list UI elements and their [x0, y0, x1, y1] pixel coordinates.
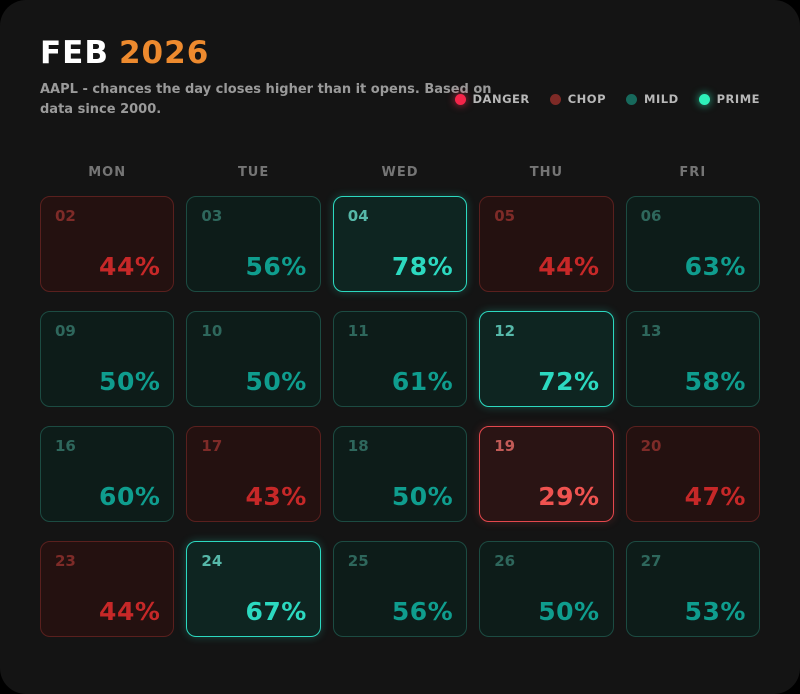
- day-number: 05: [494, 207, 516, 226]
- legend-label: CHOP: [567, 92, 607, 106]
- day-cell-10[interactable]: 10 50%: [186, 311, 321, 408]
- probability-value: 78%: [391, 252, 454, 282]
- day-cell-24[interactable]: 24 67%: [186, 541, 321, 638]
- legend-item-chop: CHOP: [549, 92, 607, 106]
- probability-value: 67%: [245, 597, 307, 627]
- probability-value: 58%: [684, 367, 746, 397]
- probability-value: 56%: [391, 597, 454, 627]
- day-number: 26: [494, 552, 516, 571]
- day-cell-20[interactable]: 20 47%: [625, 426, 760, 523]
- day-cell-23[interactable]: 23 44%: [40, 541, 175, 638]
- day-number: 24: [201, 552, 223, 571]
- legend: DANGER CHOP MILD PRIME: [454, 92, 761, 106]
- day-number: 13: [640, 322, 662, 341]
- probability-value: 63%: [684, 252, 746, 282]
- day-cell-18[interactable]: 18 50%: [332, 426, 468, 523]
- weekday-header: MON TUE WED THU FRI: [40, 165, 760, 180]
- day-number: 03: [201, 207, 223, 226]
- prime-dot-icon: [698, 93, 710, 105]
- day-number: 20: [640, 437, 662, 456]
- mild-dot-icon: [626, 93, 638, 105]
- danger-dot-icon: [454, 93, 466, 105]
- probability-value: 47%: [684, 482, 746, 512]
- day-number: 23: [55, 552, 76, 571]
- probability-value: 44%: [538, 252, 600, 282]
- weekday-label-mon: MON: [88, 165, 127, 181]
- weekday-label-thu: THU: [529, 165, 564, 181]
- day-cell-16[interactable]: 16 60%: [40, 426, 175, 523]
- day-number: 25: [347, 552, 369, 571]
- day-cell-17[interactable]: 17 43%: [186, 426, 321, 523]
- probability-value: 56%: [245, 252, 307, 282]
- day-cell-05[interactable]: 05 44%: [479, 196, 614, 293]
- probability-value: 50%: [391, 482, 454, 512]
- day-number: 10: [201, 322, 223, 341]
- probability-value: 72%: [538, 367, 600, 397]
- day-number: 19: [494, 437, 516, 456]
- day-number: 02: [55, 207, 76, 226]
- probability-value: 44%: [99, 597, 161, 627]
- probability-value: 53%: [684, 597, 746, 627]
- weekday-label-wed: WED: [381, 165, 419, 181]
- weekday-label-fri: FRI: [679, 165, 707, 181]
- day-number: 27: [640, 552, 662, 571]
- day-cell-06[interactable]: 06 63%: [625, 196, 760, 293]
- day-number: 16: [55, 437, 76, 456]
- probability-value: 60%: [99, 482, 161, 512]
- probability-value: 50%: [99, 367, 161, 397]
- legend-label: MILD: [644, 92, 679, 106]
- legend-item-mild: MILD: [626, 92, 679, 106]
- probability-value: 50%: [538, 597, 600, 627]
- title-year: 2026: [118, 35, 210, 71]
- day-number: 09: [55, 322, 76, 341]
- day-cell-12[interactable]: 12 72%: [479, 311, 614, 408]
- day-number: 18: [347, 437, 369, 456]
- day-number: 17: [201, 437, 223, 456]
- probability-value: 61%: [391, 367, 454, 397]
- day-number: 11: [347, 322, 369, 341]
- title-month: FEB: [40, 35, 109, 71]
- day-cell-19[interactable]: 19 29%: [479, 426, 614, 523]
- day-cell-03[interactable]: 03 56%: [186, 196, 321, 293]
- day-number: 12: [494, 322, 516, 341]
- legend-label: PRIME: [716, 92, 760, 106]
- legend-item-prime: PRIME: [698, 92, 760, 106]
- weekday-label-tue: TUE: [237, 165, 270, 181]
- day-cell-02[interactable]: 02 44%: [40, 196, 175, 293]
- probability-value: 44%: [99, 252, 161, 282]
- day-cell-13[interactable]: 13 58%: [625, 311, 760, 408]
- day-cell-09[interactable]: 09 50%: [40, 311, 175, 408]
- day-number: 06: [640, 207, 662, 226]
- legend-item-danger: DANGER: [454, 92, 530, 106]
- day-cell-11[interactable]: 11 61%: [332, 311, 468, 408]
- day-cell-27[interactable]: 27 53%: [625, 541, 760, 638]
- subtitle: AAPL - chances the day closes higher tha…: [40, 82, 492, 117]
- day-cell-26[interactable]: 26 50%: [479, 541, 614, 638]
- day-number: 04: [347, 207, 369, 226]
- legend-label: DANGER: [472, 92, 530, 106]
- calendar-grid: 02 44% 03 56% 04 78% 05 44% 06 63% 09 50% 10 50% 11 61%…: [40, 196, 760, 638]
- probability-value: 50%: [245, 367, 307, 397]
- chop-dot-icon: [549, 93, 561, 105]
- day-cell-04[interactable]: 04 78%: [332, 196, 468, 293]
- page-title: FEB 2026: [40, 36, 760, 70]
- day-cell-25[interactable]: 25 56%: [332, 541, 468, 638]
- probability-value: 43%: [245, 482, 307, 512]
- probability-value: 29%: [538, 482, 600, 512]
